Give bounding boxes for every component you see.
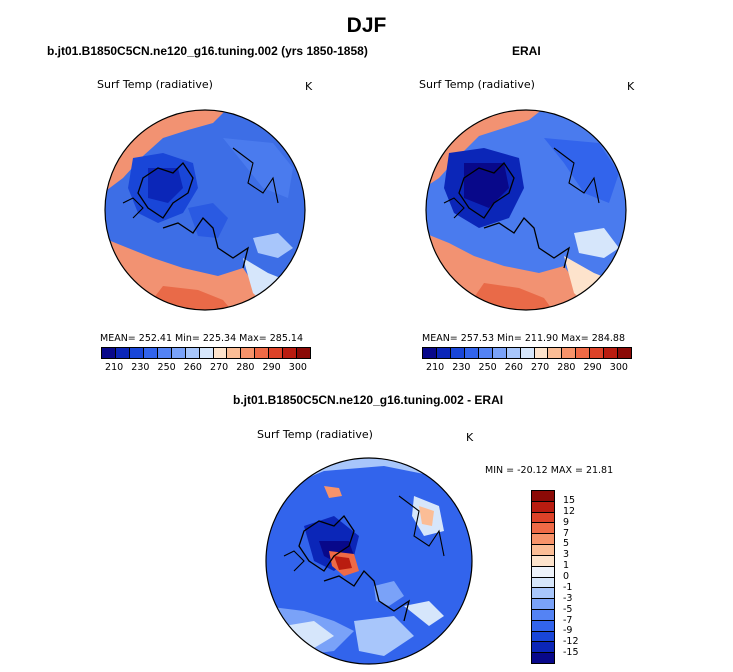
colorbar-swatch [241,348,256,358]
colorbar-swatch [185,348,200,358]
colorbar-swatch [269,348,284,358]
diff-colorbar-ticks: 15 12 9 7 5 3 1 0 -1 -3 -5 -7 -9 -12 -15 [563,490,603,664]
left-polar-map [104,109,306,311]
left-colorbar-ticks: 210 230 250 260 270 280 290 300 [101,362,311,373]
colorbar-tick-label: 5 [563,538,570,550]
colorbar-tick-label: 280 [557,362,576,373]
colorbar-swatch [506,348,521,358]
colorbar-tick-label: 9 [563,516,570,528]
colorbar-tick-label: 290 [262,362,281,373]
colorbar-swatch [532,620,554,632]
colorbar-tick-label: 15 [563,494,576,506]
colorbar-tick-label: -12 [563,636,579,648]
colorbar-tick-label: 210 [426,362,445,373]
colorbar-swatch [532,512,554,524]
main-title: DJF [346,14,387,37]
colorbar-swatch [576,348,591,358]
colorbar-swatch [129,348,144,358]
colorbar-swatch [532,609,554,621]
diff-polar-map [265,457,473,665]
colorbar-tick-label: 280 [236,362,255,373]
colorbar-tick-label: 300 [609,362,628,373]
colorbar-swatch [618,348,632,358]
left-unit-label: K [305,80,313,93]
colorbar-swatch [532,501,554,513]
colorbar-tick-label: 250 [478,362,497,373]
diff-stats: MIN = -20.12 MAX = 21.81 [485,465,614,476]
colorbar-swatch [532,491,554,502]
colorbar-tick-label: -3 [563,592,573,604]
colorbar-swatch [532,523,554,535]
left-stats: MEAN= 252.41 Min= 225.34 Max= 285.14 [100,333,304,344]
colorbar-swatch [283,348,298,358]
colorbar-swatch [590,348,605,358]
colorbar-tick-label: 3 [563,549,570,561]
colorbar-tick-label: 230 [131,362,150,373]
colorbar-swatch [436,348,451,358]
colorbar-swatch [213,348,228,358]
colorbar-tick-label: 290 [583,362,602,373]
left-panel-title: b.jt01.B1850C5CN.ne120_g16.tuning.002 (y… [47,44,368,58]
colorbar-swatch [532,545,554,556]
colorbar-tick-label: -15 [563,647,579,659]
colorbar-swatch [297,348,311,358]
colorbar-swatch [532,566,554,578]
colorbar-tick-label: 12 [563,505,576,517]
colorbar-tick-label: -9 [563,625,573,637]
colorbar-swatch [143,348,158,358]
colorbar-swatch [532,577,554,589]
colorbar-tick-label: 300 [288,362,307,373]
colorbar-tick-label: 230 [452,362,471,373]
diff-panel-title: b.jt01.B1850C5CN.ne120_g16.tuning.002 - … [233,393,504,407]
colorbar-swatch [478,348,493,358]
right-unit-label: K [627,80,635,93]
colorbar-tick-label: -1 [563,581,573,593]
colorbar-tick-label: 260 [183,362,202,373]
right-polar-map [425,109,627,311]
colorbar-swatch [562,348,577,358]
colorbar-tick-label: 270 [210,362,229,373]
colorbar-swatch [102,348,116,358]
diff-variable-label: Surf Temp (radiative) [257,428,373,441]
right-colorbar-ticks: 210 230 250 260 270 280 290 300 [422,362,632,373]
colorbar-swatch [199,348,214,358]
colorbar-swatch [548,348,563,358]
colorbar-swatch [532,653,554,663]
colorbar-swatch [255,348,270,358]
colorbar-swatch [464,348,479,358]
colorbar-swatch [520,348,535,358]
colorbar-swatch [450,348,465,358]
left-colorbar [101,347,311,359]
diff-unit-label: K [466,431,474,444]
right-panel-title: ERAI [512,44,541,58]
colorbar-swatch [532,599,554,610]
colorbar-swatch [227,348,242,358]
colorbar-tick-label: 260 [504,362,523,373]
colorbar-tick-label: 1 [563,560,570,572]
right-variable-label: Surf Temp (radiative) [419,78,535,91]
colorbar-tick-label: 210 [105,362,124,373]
colorbar-swatch [532,631,554,643]
diff-colorbar [531,490,555,664]
right-stats: MEAN= 257.53 Min= 211.90 Max= 284.88 [422,333,626,344]
colorbar-tick-label: 7 [563,527,570,539]
colorbar-swatch [171,348,186,358]
colorbar-tick-label: 270 [531,362,550,373]
right-colorbar [422,347,632,359]
colorbar-swatch [532,555,554,567]
colorbar-swatch [532,588,554,600]
colorbar-swatch [423,348,437,358]
colorbar-swatch [604,348,619,358]
colorbar-tick-label: 250 [157,362,176,373]
colorbar-swatch [534,348,549,358]
colorbar-swatch [532,642,554,654]
colorbar-swatch [115,348,130,358]
colorbar-tick-label: 0 [563,571,570,582]
colorbar-swatch [532,534,554,546]
colorbar-swatch [492,348,507,358]
left-variable-label: Surf Temp (radiative) [97,78,213,91]
colorbar-tick-label: -5 [563,603,573,615]
colorbar-swatch [157,348,172,358]
colorbar-tick-label: -7 [563,614,573,626]
